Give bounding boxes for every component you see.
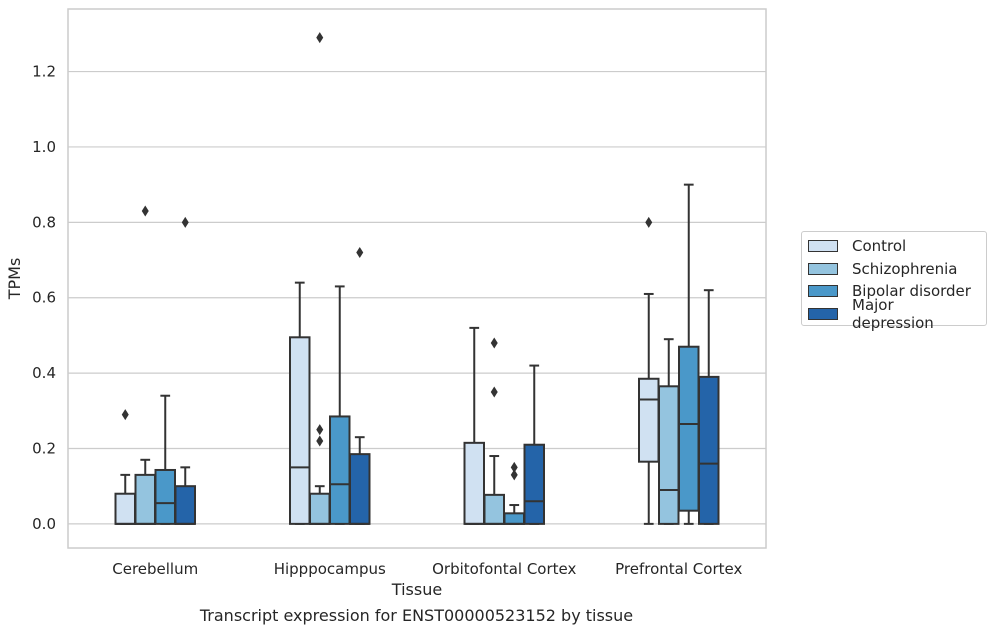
- box-control: [463, 326, 485, 525]
- x-axis-label: Tissue: [391, 580, 442, 599]
- box-body: [678, 345, 700, 512]
- legend-label: Bipolar disorder: [852, 282, 971, 301]
- y-tick-label: 0.4: [32, 364, 56, 382]
- legend-swatch: [808, 240, 838, 253]
- box-major-depression: [174, 216, 196, 525]
- outlier-point: [316, 32, 324, 44]
- box-bipolar-disorder: [503, 461, 525, 525]
- box-body: [698, 375, 720, 525]
- box-body: [329, 415, 351, 525]
- box-major-depression: [349, 246, 371, 525]
- outlier-point: [316, 424, 324, 436]
- box-bipolar-disorder: [678, 183, 700, 525]
- box-schizophrenia: [658, 338, 680, 525]
- box-body: [174, 485, 196, 525]
- outlier-point: [356, 246, 364, 258]
- box-body: [114, 492, 136, 525]
- box-body: [289, 336, 311, 525]
- y-tick-label: 0.6: [32, 289, 56, 307]
- legend-item: Schizophrenia: [808, 258, 980, 281]
- x-tick-label: Hipppocampus: [274, 560, 386, 578]
- outlier-point: [510, 461, 518, 473]
- box-control: [638, 216, 660, 525]
- outlier-point: [645, 216, 653, 228]
- x-tick-label: Cerebellum: [112, 560, 198, 578]
- outlier-point: [490, 386, 498, 398]
- y-tick-label: 0.0: [32, 515, 56, 533]
- y-axis-label: TPMs: [5, 258, 24, 301]
- x-axis-ticks: Cerebellum Hipppocampus Orbitofontal Corte…: [112, 560, 742, 578]
- outlier-point: [510, 469, 518, 481]
- box-body: [463, 441, 485, 525]
- outlier-point: [141, 205, 149, 217]
- outlier-point: [490, 337, 498, 349]
- box-groups: [114, 32, 720, 525]
- legend-label: Major depression: [852, 295, 934, 332]
- legend-item: Bipolar disorder: [808, 280, 980, 303]
- box-control: [114, 409, 136, 525]
- legend-label: Control: [852, 237, 907, 256]
- outlier-point: [316, 435, 324, 447]
- legend-swatch: [808, 262, 838, 275]
- box-schizophrenia: [483, 337, 505, 525]
- legend: Control Schizophrenia Bipolar disorder Majo…: [801, 231, 987, 332]
- box-bipolar-disorder: [329, 285, 351, 525]
- y-axis-ticks: 0.0 0.2 0.4 0.6 0.8 1.0 1.2: [32, 63, 56, 533]
- x-tick-label: Prefrontal Cortex: [615, 560, 742, 578]
- outlier-point: [121, 409, 129, 421]
- legend-swatch: [808, 285, 838, 298]
- box-body: [658, 385, 680, 525]
- legend-item: Control: [808, 235, 980, 258]
- plot-frame: [67, 8, 767, 549]
- legend-item: Major depression: [808, 296, 980, 332]
- box-schizophrenia: [134, 205, 156, 525]
- outlier-point: [181, 216, 189, 228]
- box-body: [154, 468, 176, 525]
- legend-label: Schizophrenia: [852, 259, 958, 278]
- y-tick-label: 0.2: [32, 439, 56, 457]
- x-tick-label: Orbitofontal Cortex: [432, 560, 576, 578]
- box-body: [134, 473, 156, 525]
- legend-swatch: [808, 307, 838, 320]
- box-body: [309, 492, 331, 525]
- box-body: [523, 443, 545, 525]
- figure-caption: Transcript expression for ENST0000052315…: [199, 606, 634, 625]
- box-major-depression: [698, 289, 720, 525]
- box-control: [289, 281, 311, 525]
- box-schizophrenia: [309, 32, 331, 525]
- y-tick-label: 1.2: [32, 63, 56, 81]
- y-tick-label: 0.8: [32, 213, 56, 231]
- box-body: [638, 377, 660, 463]
- y-tick-label: 1.0: [32, 138, 56, 156]
- box-major-depression: [523, 364, 545, 525]
- box-body: [349, 453, 371, 525]
- box-bipolar-disorder: [154, 394, 176, 525]
- box-body: [503, 512, 525, 525]
- box-body: [483, 493, 505, 525]
